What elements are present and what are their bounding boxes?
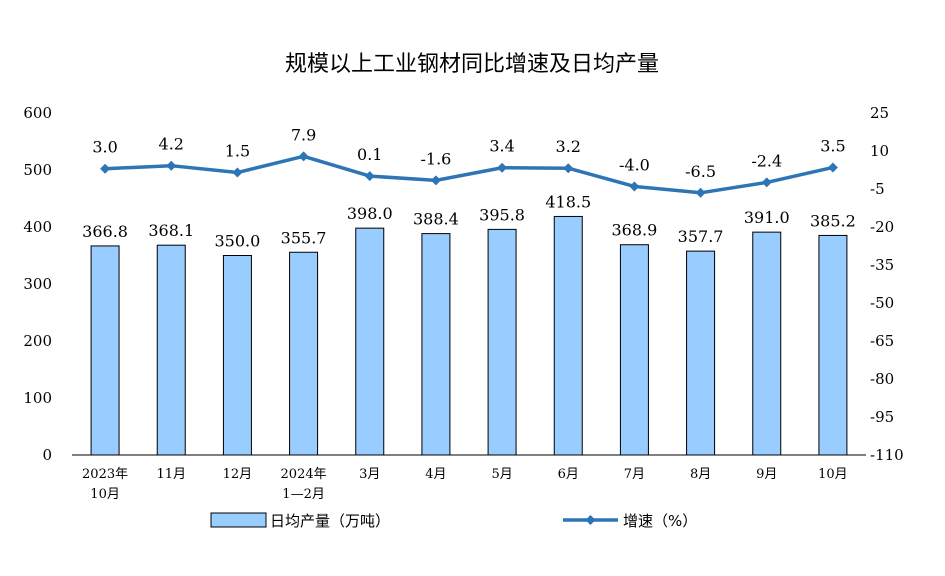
line-value-label: 3.5	[820, 136, 845, 155]
line-point	[298, 151, 309, 162]
x-tick-label: 10月	[90, 487, 120, 502]
line-value-label: -2.4	[751, 151, 782, 170]
bar-value-label: 391.0	[744, 208, 790, 227]
line-point	[563, 163, 574, 174]
right-tick-label: -95	[870, 408, 894, 426]
x-axis: 2023年 10月 11月 12月 2024年 1—2月 3月 4月 5月 6月 7月 8月 9月 10月	[82, 467, 848, 502]
bar	[289, 251, 319, 456]
bar-value-label: 368.1	[148, 221, 194, 240]
line-value-label: -1.6	[420, 149, 451, 168]
line-value-label: 3.2	[556, 137, 581, 156]
x-tick-label: 8月	[690, 467, 711, 482]
left-axis: 0 100 200 300 400 500 600	[23, 104, 52, 464]
x-tick-label: 5月	[491, 467, 512, 482]
bar	[553, 215, 583, 456]
x-tick-label: 3月	[359, 467, 380, 482]
bar-labels: 366.8 368.1 350.0 355.7 398.0 388.4 395.8 418.5…	[82, 192, 856, 250]
bar-value-label: 398.0	[347, 204, 393, 223]
x-tick-label: 10月	[818, 467, 848, 482]
line-point	[761, 177, 772, 188]
right-axis: -110 -95 -80 -65 -50 -35 -20 -5 10 25	[870, 104, 904, 464]
x-tick-label: 2023年	[82, 467, 128, 482]
line-point	[497, 162, 508, 173]
right-tick-label: 10	[870, 142, 889, 160]
left-tick-label: 400	[23, 218, 52, 236]
line-point	[430, 175, 441, 186]
x-tick-label: 2024年	[281, 467, 327, 482]
bar	[686, 250, 716, 456]
bar-value-label: 355.7	[281, 228, 327, 247]
chart-title: 规模以上工业钢材同比增速及日均产量	[285, 52, 659, 77]
left-tick-label: 600	[23, 104, 52, 122]
bar-value-label: 368.9	[612, 221, 658, 240]
line-value-label: 0.1	[357, 145, 382, 164]
line-point	[100, 163, 111, 174]
right-tick-label: -80	[870, 370, 894, 388]
growth-line	[105, 154, 834, 195]
line-point	[166, 160, 177, 171]
line-point	[827, 162, 838, 173]
bar-value-label: 418.5	[545, 192, 591, 211]
line-series	[100, 151, 838, 198]
bar	[818, 234, 848, 456]
bar-value-label: 388.4	[413, 210, 459, 229]
right-tick-label: -65	[870, 332, 894, 350]
bar	[619, 244, 649, 456]
left-tick-label: 100	[23, 389, 52, 407]
line-point	[364, 171, 375, 182]
line-point	[629, 181, 640, 192]
line-value-label: 3.0	[92, 138, 117, 157]
right-tick-label: -35	[870, 256, 894, 274]
bar	[487, 228, 517, 456]
x-tick-label: 12月	[223, 467, 253, 482]
bar	[752, 231, 782, 456]
x-tick-label: 1—2月	[282, 487, 325, 502]
x-tick-label: 9月	[756, 467, 777, 482]
line-point	[232, 167, 243, 178]
line-value-label: -4.0	[619, 155, 650, 174]
bar	[355, 227, 385, 456]
x-tick-label: 7月	[624, 467, 645, 482]
line-value-label: 1.5	[225, 142, 250, 161]
right-tick-label: 25	[870, 104, 889, 122]
right-tick-label: -5	[870, 180, 885, 198]
x-tick-label: 11月	[156, 467, 186, 482]
legend-bar-label: 日均产量（万吨）	[270, 512, 390, 530]
bar-value-label: 385.2	[810, 211, 856, 230]
legend-line-marker	[585, 515, 596, 525]
line-value-label: 3.4	[489, 137, 514, 156]
legend-line-label: 增速（%）	[623, 512, 697, 530]
left-tick-label: 200	[23, 332, 52, 350]
bar-value-label: 366.8	[82, 222, 128, 241]
line-value-label: 7.9	[291, 125, 316, 144]
left-tick-label: 300	[23, 275, 52, 293]
bar-value-label: 350.0	[215, 232, 261, 251]
legend: 日均产量（万吨） 增速（%）	[210, 512, 697, 530]
right-tick-label: -50	[870, 294, 894, 312]
legend-bar-swatch	[210, 512, 267, 528]
left-tick-label: 500	[23, 161, 52, 179]
bar	[156, 244, 186, 456]
bar	[90, 245, 120, 456]
bar-value-label: 395.8	[479, 205, 525, 224]
line-point	[695, 187, 706, 198]
x-tick-label: 6月	[558, 467, 579, 482]
bar	[421, 233, 451, 456]
line-value-label: 4.2	[159, 135, 184, 154]
right-tick-label: -110	[870, 446, 904, 464]
line-labels: 3.0 4.2 1.5 7.9 0.1 -1.6 3.4 3.2 -4.0 -6.5 -2.4 3.5	[92, 125, 845, 180]
bar-series	[90, 215, 848, 456]
right-tick-label: -20	[870, 218, 894, 236]
bar	[222, 255, 252, 456]
bar-value-label: 357.7	[678, 227, 724, 246]
x-tick-label: 4月	[425, 467, 446, 482]
line-value-label: -6.5	[685, 162, 716, 181]
left-tick-label: 0	[42, 446, 52, 464]
